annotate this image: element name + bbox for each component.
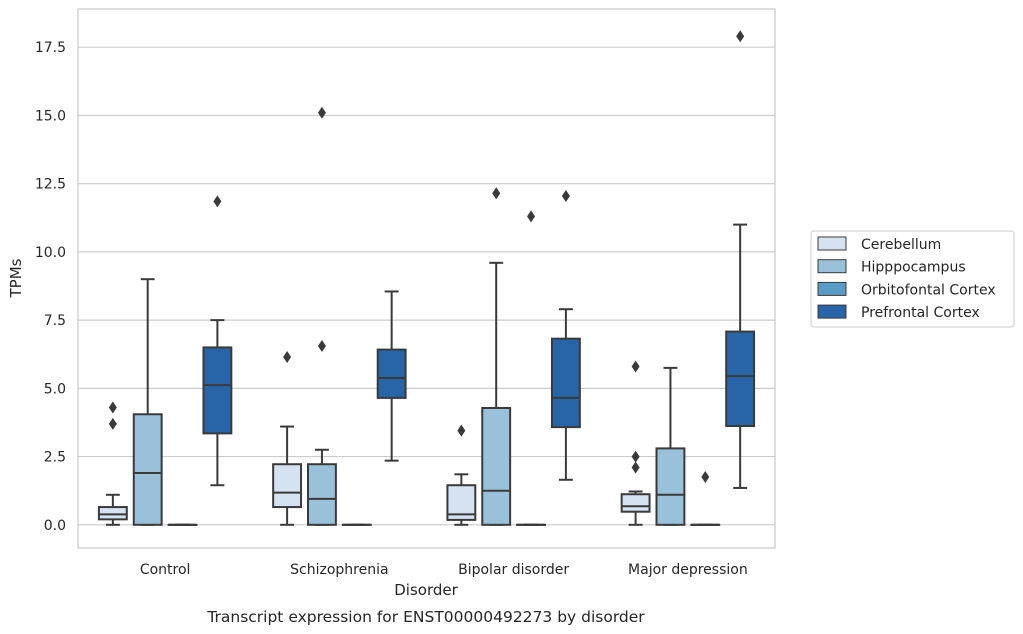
- legend: Cerebellum Hipppocampus Orbitofontal Corte…: [810, 230, 1015, 328]
- box-iqr: [481, 406, 512, 526]
- box-prefrontal-cortex: [725, 30, 756, 489]
- y-tick-label: 10.0: [35, 245, 66, 261]
- box-cerebellum: [272, 350, 303, 526]
- y-tick-label: 5.0: [44, 381, 66, 397]
- box-iqr: [97, 506, 128, 521]
- legend-swatch: [817, 236, 847, 251]
- box-hipppocampus: [132, 278, 163, 526]
- outlier-point: [631, 450, 640, 463]
- y-tick-label: 17.5: [35, 40, 66, 56]
- outlier-point: [108, 401, 117, 414]
- box-orbitofontal-cortex: [516, 210, 546, 526]
- box-cerebellum: [97, 401, 128, 526]
- x-axis-title: Disorder: [394, 581, 458, 599]
- box-iqr: [725, 330, 756, 428]
- box-iqr: [272, 463, 303, 509]
- gridlines: [78, 46, 775, 526]
- outlier-point: [317, 340, 326, 353]
- legend-swatch: [817, 304, 847, 319]
- outlier-point: [492, 187, 501, 200]
- y-axis-title: TPMs: [7, 258, 25, 298]
- box-iqr: [655, 447, 686, 526]
- box-hipppocampus: [481, 187, 512, 526]
- outlier-point: [631, 360, 640, 373]
- outlier-point: [108, 417, 117, 430]
- legend-label: Orbitofontal Cortex: [861, 282, 996, 298]
- box-hipppocampus: [307, 106, 337, 526]
- box-prefrontal-cortex: [550, 189, 581, 481]
- x-tick-label: Schizophrenia: [290, 562, 388, 578]
- box-hipppocampus: [655, 366, 686, 526]
- outlier-point: [561, 189, 570, 202]
- legend-label: Cerebellum: [861, 237, 941, 253]
- outlier-point: [631, 461, 640, 474]
- box-iqr: [550, 337, 581, 429]
- chart-caption: Transcript expression for ENST0000049227…: [206, 608, 645, 626]
- outlier-point: [457, 424, 466, 437]
- outlier-point: [527, 210, 536, 223]
- box-iqr: [132, 413, 163, 526]
- x-tick-label: Major depression: [628, 562, 748, 578]
- x-tick-label: Bipolar disorder: [458, 562, 569, 578]
- legend-label: Hipppocampus: [861, 260, 966, 276]
- y-tick-label: 0.0: [44, 518, 66, 534]
- box-iqr: [620, 493, 651, 513]
- box-prefrontal-cortex: [202, 195, 233, 487]
- y-tick-label: 12.5: [35, 177, 66, 193]
- box-iqr: [376, 348, 407, 399]
- plot-frame: [77, 8, 776, 549]
- y-tick-labels: 0.0 2.5 5.0 7.5 10.0 12.5 15.0 17.5: [35, 40, 66, 534]
- x-tick-label: Control: [140, 562, 191, 578]
- outlier-point: [736, 30, 745, 43]
- x-tick-labels: Control Schizophrenia Bipolar disorder Majo…: [140, 562, 748, 578]
- outlier-point: [283, 350, 292, 363]
- box-cerebellum: [446, 424, 477, 526]
- y-tick-label: 7.5: [44, 313, 66, 329]
- boxes: [97, 30, 756, 526]
- box-prefrontal-cortex: [376, 290, 407, 462]
- legend-swatch: [817, 259, 847, 274]
- outlier-point: [317, 106, 326, 119]
- legend-frame: [810, 230, 1015, 328]
- y-tick-label: 2.5: [44, 450, 66, 466]
- legend-swatch: [817, 281, 847, 296]
- outlier-point: [213, 195, 222, 208]
- y-tick-label: 15.0: [35, 108, 66, 124]
- box-orbitofontal-cortex: [690, 471, 721, 526]
- box-iqr: [202, 346, 233, 435]
- outlier-point: [701, 471, 710, 484]
- legend-label: Prefrontal Cortex: [861, 305, 980, 321]
- box-cerebellum: [620, 360, 651, 526]
- box-iqr: [307, 463, 337, 526]
